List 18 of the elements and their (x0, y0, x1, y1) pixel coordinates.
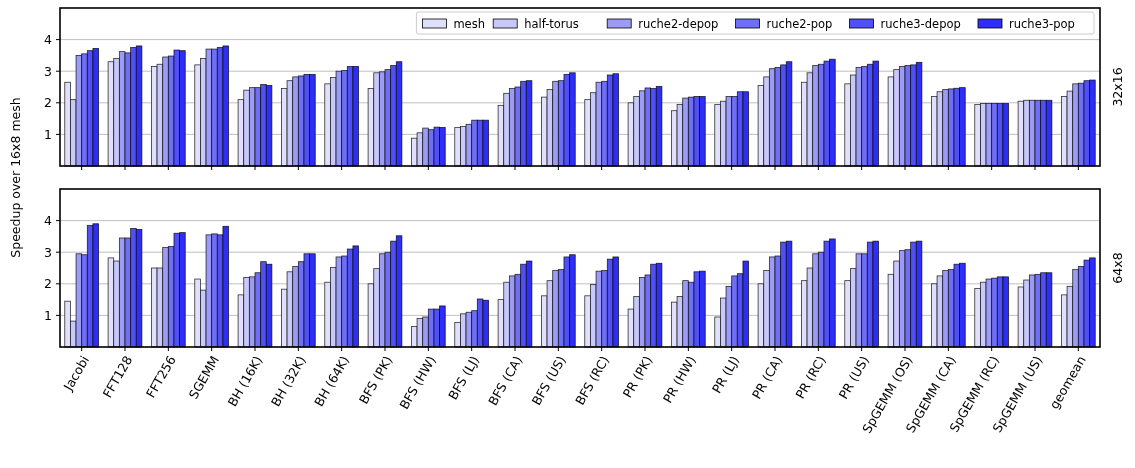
legend-label: half-torus (524, 16, 579, 31)
y-tick-label: 4 (44, 212, 53, 228)
legend-label: ruche3-pop (1009, 16, 1075, 31)
y-tick-label: 3 (44, 244, 52, 260)
y-tick-label: 2 (44, 276, 52, 292)
legend-label: ruche2-depop (638, 16, 719, 31)
legend-label: ruche3-depop (880, 16, 961, 31)
y-tick-label: 2 (44, 95, 52, 111)
x-tick-label: PR (LJ) (708, 353, 743, 396)
y2-axis-title: 64x8 (1110, 252, 1125, 284)
y-tick-label: 3 (44, 63, 52, 79)
y-axis-title: Speedup over 16x8 mesh (8, 97, 23, 258)
y-tick-label: 1 (44, 307, 52, 323)
legend-label: ruche2-pop (766, 16, 833, 31)
y-tick-label: 4 (44, 31, 53, 47)
legend-label: mesh (453, 16, 485, 31)
y2-axis-title: 32x16 (1110, 67, 1125, 107)
y-tick-label: 1 (44, 126, 52, 142)
